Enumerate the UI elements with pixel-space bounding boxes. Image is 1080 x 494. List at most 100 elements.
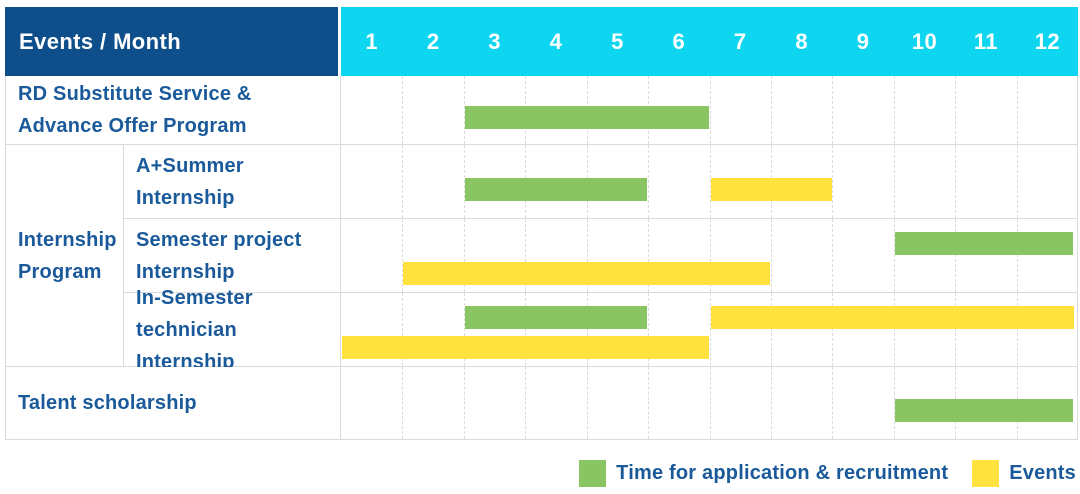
- green-swatch-icon: [579, 459, 607, 487]
- month-gridline: [587, 219, 588, 292]
- group-label-line: Program: [18, 260, 102, 283]
- month-gridline: [894, 219, 895, 292]
- row-label-line: A+Summer: [136, 154, 244, 177]
- yellow-gantt-bar: [711, 178, 832, 201]
- gantt-row-rd-substitute: [341, 76, 1078, 145]
- month-gridline: [402, 145, 403, 218]
- month-gridline: [648, 367, 649, 439]
- yellow-swatch-icon: [972, 459, 1000, 487]
- month-header-5: 5: [611, 28, 624, 54]
- month-gridline: [402, 367, 403, 439]
- month-gridline: [832, 219, 833, 292]
- month-gridline: [1017, 145, 1018, 218]
- month-header-12: 12: [1034, 28, 1060, 54]
- month-gridline: [464, 293, 465, 366]
- month-gridline: [832, 76, 833, 144]
- legend-label: Time for application & recruitment: [616, 461, 949, 484]
- month-header-8: 8: [795, 28, 808, 54]
- month-gridline: [894, 367, 895, 439]
- row-label-line: In-Semester: [136, 286, 253, 309]
- month-gridline: [710, 293, 711, 366]
- month-gridline: [1017, 76, 1018, 144]
- month-gridline: [710, 367, 711, 439]
- month-header-1: 1: [365, 28, 379, 54]
- month-header-10: 10: [911, 28, 938, 54]
- row-label-talent-scholarship: Talent scholarship: [5, 367, 341, 440]
- month-header-3: 3: [488, 28, 501, 54]
- month-gridline: [587, 293, 588, 366]
- month-gridline: [464, 76, 465, 144]
- row-label-line: Internship: [136, 260, 235, 283]
- month-gridline: [710, 145, 711, 218]
- group-label-line: Internship: [18, 228, 117, 251]
- month-gridline: [771, 367, 772, 439]
- row-label-in-semester-technician-internship: In-Semester technician Internship: [124, 287, 341, 373]
- gantt-row-in-semester-technician-internship: [341, 293, 1078, 367]
- month-header-7: 7: [733, 28, 747, 54]
- month-header-2: 2: [426, 28, 440, 54]
- legend-item-application-recruitment: Time for application & recruitment: [579, 459, 949, 487]
- month-gridline: [832, 145, 833, 218]
- month-gridline: [525, 293, 526, 366]
- gantt-row-talent-scholarship: [341, 367, 1078, 440]
- month-gridline: [1017, 219, 1018, 292]
- month-gridline: [464, 219, 465, 292]
- green-gantt-bar: [465, 106, 709, 129]
- month-gridline: [587, 367, 588, 439]
- month-header-6: 6: [672, 28, 686, 54]
- month-gridline: [648, 293, 649, 366]
- month-gridline: [894, 293, 895, 366]
- green-gantt-bar: [895, 399, 1073, 422]
- row-label-line: Semester project: [136, 228, 302, 251]
- month-gridline: [525, 219, 526, 292]
- month-gridline: [894, 76, 895, 144]
- month-gridline: [955, 76, 956, 144]
- month-gridline: [464, 367, 465, 439]
- row-label-line: Advance Offer Program: [18, 115, 247, 137]
- legend-label: Events: [1009, 461, 1076, 484]
- month-gridline: [1017, 293, 1018, 366]
- month-gridline: [402, 293, 403, 366]
- legend: Time for application & recruitment Event…: [0, 456, 1076, 490]
- gantt-row-semester-project-internship: [341, 219, 1078, 293]
- month-gridline: [402, 219, 403, 292]
- header-months-row: 1 2 3 4 5 6 7 8 9 10 11 12: [341, 7, 1078, 76]
- header-title: Events / Month: [19, 28, 182, 54]
- header-title-cell: Events / Month: [5, 7, 338, 76]
- green-gantt-bar: [465, 306, 647, 329]
- month-gridline: [648, 145, 649, 218]
- month-gridline: [955, 145, 956, 218]
- month-gridline: [402, 76, 403, 144]
- month-gridline: [832, 293, 833, 366]
- yellow-gantt-bar: [342, 336, 709, 359]
- month-header-9: 9: [856, 28, 870, 54]
- month-gridline: [771, 76, 772, 144]
- row-label-semester-project-internship: Semester project Internship: [124, 219, 341, 293]
- month-gridline: [710, 76, 711, 144]
- gantt-row-a-plus-summer-internship: [341, 145, 1078, 219]
- yellow-gantt-bar: [403, 262, 770, 285]
- month-gridline: [710, 219, 711, 292]
- month-gridline: [894, 145, 895, 218]
- row-label-line: RD Substitute Service &: [18, 83, 252, 105]
- month-gridline: [648, 219, 649, 292]
- month-gridline: [771, 219, 772, 292]
- legend-item-events: Events: [972, 459, 1076, 487]
- green-gantt-bar: [895, 232, 1073, 255]
- month-header-4: 4: [549, 28, 563, 54]
- month-gridline: [832, 367, 833, 439]
- month-gridline: [955, 293, 956, 366]
- row-label-rd-substitute: RD Substitute Service & Advance Offer Pr…: [5, 76, 341, 145]
- month-gridline: [525, 367, 526, 439]
- month-gridline: [771, 293, 772, 366]
- month-gridline: [464, 145, 465, 218]
- group-label-internship-program: Internship Program: [5, 145, 124, 367]
- row-label-line: Internship: [136, 186, 235, 209]
- month-header-11: 11: [973, 28, 998, 54]
- month-gridline: [955, 219, 956, 292]
- row-label-line: Talent scholarship: [18, 392, 197, 414]
- row-label-a-plus-summer-internship: A+Summer Internship: [124, 145, 341, 219]
- green-gantt-bar: [465, 178, 647, 201]
- yellow-gantt-bar: [711, 306, 1074, 329]
